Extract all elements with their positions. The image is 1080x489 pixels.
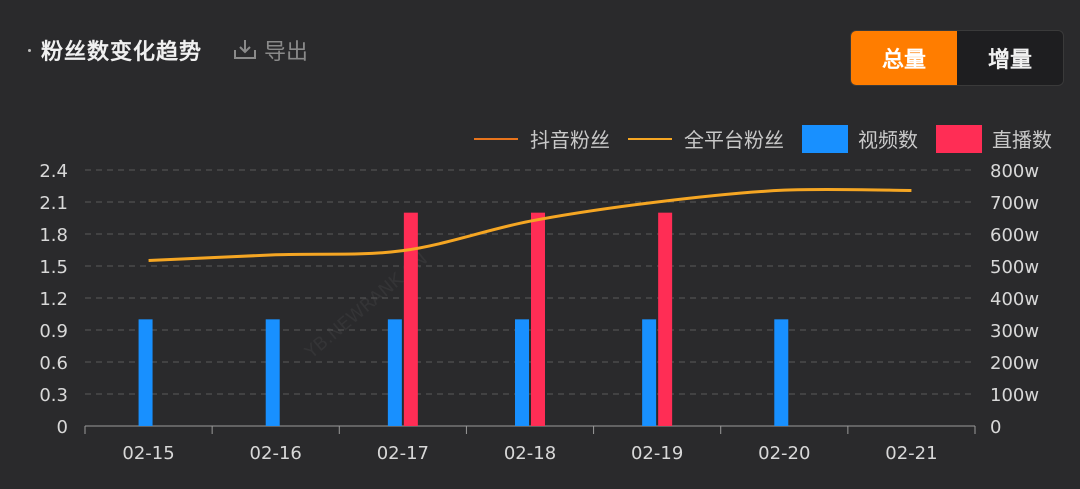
- chart-legend: 抖音粉丝 全平台粉丝 视频数 直播数: [456, 124, 1052, 153]
- right-axis-tick-label: 300w: [990, 321, 1039, 342]
- right-axis-tick-label: 0: [990, 417, 1001, 438]
- left-axis-tick-label: 2.4: [39, 161, 68, 182]
- left-axis-tick-label: 1.5: [39, 257, 68, 278]
- right-axis-tick-label: 700w: [990, 193, 1039, 214]
- x-axis-tick-label: 02-15: [122, 443, 174, 464]
- legend-swatch-live-count: [936, 124, 982, 153]
- total-button[interactable]: 总量: [851, 31, 957, 85]
- video-count-bar: [138, 319, 153, 426]
- left-axis-tick-label: 0.3: [39, 385, 68, 406]
- left-axis-tick-label: 2.1: [39, 193, 68, 214]
- video-count-bar: [774, 319, 789, 426]
- right-axis-tick-label: 500w: [990, 257, 1039, 278]
- video-count-bar: [387, 319, 402, 426]
- increment-button[interactable]: 增量: [957, 31, 1063, 85]
- legend-item-douyin-fans[interactable]: 抖音粉丝: [474, 124, 610, 153]
- video-count-bar: [642, 319, 657, 426]
- left-axis-tick-label: 0: [57, 417, 68, 438]
- right-axis-tick-label: 100w: [990, 385, 1039, 406]
- x-axis-tick-label: 02-17: [377, 443, 429, 464]
- legend-swatch-douyin-fans: [474, 137, 518, 140]
- right-axis-tick-label: 200w: [990, 353, 1039, 374]
- legend-label-douyin-fans: 抖音粉丝: [530, 128, 610, 152]
- left-axis-tick-label: 1.2: [39, 289, 68, 310]
- left-axis-tick-label: 1.8: [39, 225, 68, 246]
- live-count-bar: [403, 212, 418, 426]
- legend-item-live-count[interactable]: 直播数: [936, 124, 1052, 153]
- legend-label-all-platform-fans: 全平台粉丝: [684, 128, 784, 152]
- legend-label-live-count: 直播数: [992, 128, 1052, 152]
- export-button[interactable]: 导出: [232, 34, 308, 66]
- legend-item-video-count[interactable]: 视频数: [802, 124, 918, 153]
- x-axis-tick-label: 02-20: [758, 443, 810, 464]
- title-bullet: [28, 48, 31, 52]
- download-icon: [234, 40, 257, 59]
- video-count-bar: [515, 319, 529, 426]
- right-axis-tick-label: 400w: [990, 289, 1039, 310]
- export-label: 导出: [264, 40, 309, 65]
- all-platform-fans-line: [148, 187, 912, 263]
- total-increment-toggle: 总量 增量: [850, 30, 1064, 86]
- x-axis-tick-label: 02-21: [885, 443, 937, 464]
- legend-swatch-all-platform-fans: [628, 137, 672, 140]
- legend-swatch-video-count: [802, 124, 848, 153]
- left-axis-tick-label: 0.9: [39, 321, 68, 342]
- x-axis-tick-label: 02-16: [250, 443, 302, 464]
- x-axis-tick-label: 02-18: [504, 443, 556, 464]
- legend-label-video-count: 视频数: [858, 128, 918, 152]
- chart-header: 粉丝数变化趋势 导出: [28, 28, 308, 72]
- video-count-bar: [265, 319, 280, 426]
- left-axis-tick-label: 0.6: [39, 353, 68, 374]
- live-count-bar: [531, 212, 545, 426]
- page-title: 粉丝数变化趋势: [41, 40, 203, 65]
- live-count-bar: [658, 212, 673, 426]
- right-axis-tick-label: 600w: [990, 225, 1039, 246]
- right-axis-tick-label: 800w: [990, 161, 1039, 182]
- legend-item-all-platform-fans[interactable]: 全平台粉丝: [628, 124, 784, 153]
- x-axis-tick-label: 02-19: [631, 443, 683, 464]
